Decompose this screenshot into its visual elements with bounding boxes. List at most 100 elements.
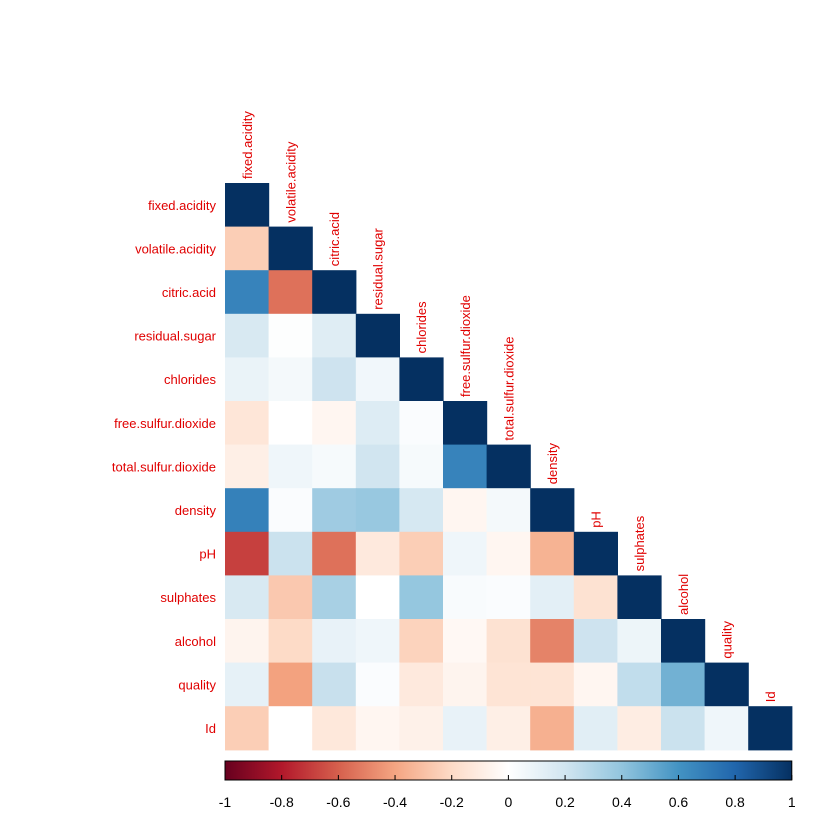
cell-pH-citric.acid: [312, 531, 357, 576]
cell-quality-sulphates: [617, 662, 662, 707]
cell-volatile.acidity-fixed.acidity: [225, 226, 270, 271]
cell-Id-density: [530, 706, 575, 751]
row-labels: fixed.acidity volatile.acidity citric.acid…: [112, 198, 217, 736]
column-label: pH: [589, 511, 604, 528]
colorbar-tick-label: -0.8: [270, 794, 294, 810]
cell-quality-quality: [704, 662, 749, 707]
colorbar-tick-label: 1: [788, 794, 796, 810]
cell-chlorides-fixed.acidity: [225, 357, 270, 402]
column-label: density: [545, 443, 560, 485]
cell-density-volatile.acidity: [268, 488, 313, 533]
cell-Id-citric.acid: [312, 706, 357, 751]
cell-citric.acid-volatile.acidity: [268, 270, 313, 315]
cell-pH-total.sulfur.dioxide: [486, 531, 531, 576]
colorbar-tick-label: 0.4: [612, 794, 632, 810]
cell-Id-residual.sugar: [355, 706, 400, 751]
cell-alcohol-free.sulfur.dioxide: [443, 619, 488, 664]
colorbar-tick-label: 0.6: [669, 794, 689, 810]
cell-Id-free.sulfur.dioxide: [443, 706, 488, 751]
cell-quality-pH: [573, 662, 618, 707]
row-label: quality: [178, 677, 216, 692]
column-label: quality: [719, 621, 734, 659]
row-label: volatile.acidity: [135, 241, 216, 256]
cell-quality-fixed.acidity: [225, 662, 270, 707]
colorbar-tick-label: -0.2: [440, 794, 464, 810]
column-label: citric.acid: [327, 212, 342, 266]
cell-citric.acid-fixed.acidity: [225, 270, 270, 315]
colorbar-tick-label: 0: [505, 794, 513, 810]
cell-alcohol-fixed.acidity: [225, 619, 270, 664]
column-label: volatile.acidity: [283, 141, 298, 222]
column-label: fixed.acidity: [240, 111, 255, 179]
colorbar-tick-label: -0.6: [326, 794, 350, 810]
row-label: residual.sugar: [134, 329, 216, 344]
cell-Id-volatile.acidity: [268, 706, 313, 751]
cell-alcohol-total.sulfur.dioxide: [486, 619, 531, 664]
cell-pH-pH: [573, 531, 618, 576]
cell-quality-free.sulfur.dioxide: [443, 662, 488, 707]
cell-Id-sulphates: [617, 706, 662, 751]
column-labels: fixed.acidity volatile.acidity citric.acid…: [240, 111, 778, 703]
cell-density-free.sulfur.dioxide: [443, 488, 488, 533]
cell-total.sulfur.dioxide-residual.sugar: [355, 444, 400, 489]
colorbar-tick-label: -0.4: [383, 794, 407, 810]
cell-density-residual.sugar: [355, 488, 400, 533]
cell-density-chlorides: [399, 488, 444, 533]
row-label: free.sulfur.dioxide: [114, 416, 216, 431]
cell-total.sulfur.dioxide-volatile.acidity: [268, 444, 313, 489]
cell-alcohol-alcohol: [661, 619, 706, 664]
row-label: total.sulfur.dioxide: [112, 459, 216, 474]
cell-sulphates-total.sulfur.dioxide: [486, 575, 531, 620]
cell-chlorides-volatile.acidity: [268, 357, 313, 402]
cell-density-density: [530, 488, 575, 533]
cell-chlorides-residual.sugar: [355, 357, 400, 402]
cell-alcohol-volatile.acidity: [268, 619, 313, 664]
cell-residual.sugar-citric.acid: [312, 313, 357, 358]
cell-alcohol-pH: [573, 619, 618, 664]
column-label: Id: [763, 691, 778, 702]
cell-total.sulfur.dioxide-total.sulfur.dioxide: [486, 444, 531, 489]
cell-citric.acid-citric.acid: [312, 270, 357, 315]
cell-alcohol-citric.acid: [312, 619, 357, 664]
column-label: residual.sugar: [371, 227, 386, 309]
column-label: free.sulfur.dioxide: [458, 295, 473, 397]
colorbar-tick-label: -1: [219, 794, 232, 810]
cell-density-total.sulfur.dioxide: [486, 488, 531, 533]
cell-quality-total.sulfur.dioxide: [486, 662, 531, 707]
cell-free.sulfur.dioxide-residual.sugar: [355, 401, 400, 446]
cell-total.sulfur.dioxide-free.sulfur.dioxide: [443, 444, 488, 489]
cell-free.sulfur.dioxide-fixed.acidity: [225, 401, 270, 446]
cell-quality-density: [530, 662, 575, 707]
cell-pH-volatile.acidity: [268, 531, 313, 576]
cell-sulphates-fixed.acidity: [225, 575, 270, 620]
cell-Id-alcohol: [661, 706, 706, 751]
cell-free.sulfur.dioxide-free.sulfur.dioxide: [443, 401, 488, 446]
column-label: sulphates: [632, 515, 647, 571]
cell-chlorides-citric.acid: [312, 357, 357, 402]
cell-sulphates-pH: [573, 575, 618, 620]
row-label: fixed.acidity: [148, 198, 216, 213]
column-label: total.sulfur.dioxide: [501, 337, 516, 441]
row-label: density: [175, 503, 217, 518]
cell-Id-chlorides: [399, 706, 444, 751]
cell-pH-chlorides: [399, 531, 444, 576]
cell-sulphates-volatile.acidity: [268, 575, 313, 620]
cell-pH-free.sulfur.dioxide: [443, 531, 488, 576]
cell-sulphates-citric.acid: [312, 575, 357, 620]
cell-Id-total.sulfur.dioxide: [486, 706, 531, 751]
cell-sulphates-free.sulfur.dioxide: [443, 575, 488, 620]
cell-chlorides-chlorides: [399, 357, 444, 402]
cell-total.sulfur.dioxide-citric.acid: [312, 444, 357, 489]
row-label: alcohol: [175, 634, 216, 649]
cell-density-fixed.acidity: [225, 488, 270, 533]
column-label: chlorides: [414, 301, 429, 354]
cell-quality-residual.sugar: [355, 662, 400, 707]
colorbar-tick-label: 0.2: [555, 794, 575, 810]
row-label: pH: [199, 547, 216, 562]
cell-total.sulfur.dioxide-chlorides: [399, 444, 444, 489]
cell-pH-density: [530, 531, 575, 576]
cell-residual.sugar-fixed.acidity: [225, 313, 270, 358]
cell-free.sulfur.dioxide-citric.acid: [312, 401, 357, 446]
cell-residual.sugar-residual.sugar: [355, 313, 400, 358]
